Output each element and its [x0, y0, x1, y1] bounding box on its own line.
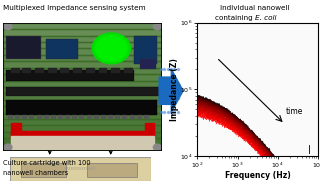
Bar [99, 68, 107, 71]
Bar [3, 93, 162, 100]
Bar [3, 113, 162, 119]
Bar [101, 115, 105, 118]
Circle shape [153, 23, 161, 30]
Bar [134, 36, 157, 64]
Bar [3, 61, 162, 68]
Text: Multiplexed Impedance sensing system: Multiplexed Impedance sensing system [3, 5, 146, 11]
Bar [111, 68, 119, 71]
Bar [22, 68, 30, 71]
X-axis label: Frequency (Hz): Frequency (Hz) [225, 171, 291, 180]
Bar [30, 115, 33, 118]
Bar [137, 115, 141, 118]
Bar [11, 123, 21, 138]
Bar [3, 23, 162, 29]
Bar [80, 115, 83, 118]
Bar [6, 100, 157, 115]
Bar [3, 138, 162, 145]
Bar [21, 163, 66, 177]
FancyArrow shape [159, 69, 183, 112]
Bar [3, 55, 162, 61]
Bar [3, 119, 162, 125]
Circle shape [95, 36, 127, 61]
Bar [124, 68, 132, 71]
Bar [11, 68, 19, 71]
Bar [73, 68, 81, 71]
Bar [3, 36, 162, 42]
Bar [60, 68, 68, 71]
Bar [35, 68, 43, 71]
Bar [3, 87, 162, 93]
Text: Individual nanowell: Individual nanowell [221, 5, 290, 11]
Bar [8, 115, 12, 118]
Text: containing: containing [215, 15, 255, 21]
Bar [22, 115, 26, 118]
Bar [94, 115, 98, 118]
Bar [122, 115, 126, 118]
Bar [3, 74, 162, 81]
Text: time: time [286, 107, 303, 116]
Bar [3, 29, 162, 36]
Bar [145, 123, 154, 138]
Y-axis label: Impedance (Z): Impedance (Z) [170, 58, 179, 121]
Bar [3, 42, 162, 48]
Bar [72, 115, 76, 118]
Bar [15, 115, 19, 118]
Text: nanowell chambers: nanowell chambers [3, 170, 68, 176]
Bar [6, 87, 159, 96]
Bar [130, 115, 134, 118]
Bar [6, 36, 41, 59]
Bar [11, 131, 154, 138]
Bar [6, 70, 134, 81]
Bar [3, 81, 162, 87]
Circle shape [92, 33, 130, 64]
Bar [58, 115, 62, 118]
Bar [3, 125, 162, 132]
Bar [140, 59, 156, 69]
Bar [87, 163, 137, 177]
Bar [3, 106, 162, 113]
Bar [108, 115, 112, 118]
Bar [11, 136, 154, 149]
Bar [3, 132, 162, 138]
Bar [3, 145, 162, 151]
Bar [87, 115, 91, 118]
Bar [3, 48, 162, 55]
Bar [46, 39, 78, 59]
Bar [3, 68, 162, 74]
Circle shape [153, 144, 161, 151]
Bar [86, 68, 94, 71]
Bar [51, 115, 55, 118]
Text: E. coli: E. coli [255, 15, 277, 21]
Circle shape [4, 23, 12, 30]
Bar [37, 115, 40, 118]
Text: XXXXXXXXXXXXXXXXX: XXXXXXXXXXXXXXXXX [64, 167, 96, 171]
Text: Culture cartridge with 100: Culture cartridge with 100 [3, 160, 91, 166]
Bar [48, 68, 56, 71]
Bar [144, 115, 148, 118]
Bar [65, 115, 69, 118]
Bar [3, 100, 162, 106]
Circle shape [4, 144, 12, 151]
Bar [44, 115, 48, 118]
Bar [115, 115, 119, 118]
